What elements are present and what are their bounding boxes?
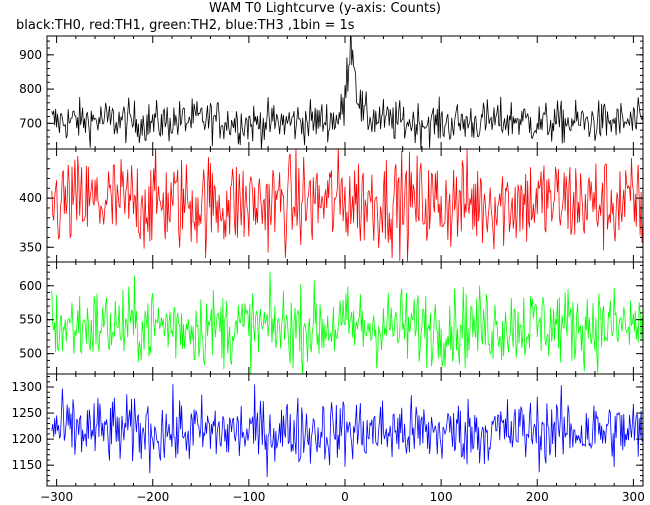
y-tick-label: 1150 bbox=[11, 458, 42, 472]
x-tick-label: −100 bbox=[232, 490, 265, 504]
series-th1-line bbox=[51, 149, 643, 262]
x-tick-label: 0 bbox=[341, 490, 349, 504]
x-tick-label: −300 bbox=[40, 490, 73, 504]
x-tick-label: 300 bbox=[622, 490, 645, 504]
x-tick-label: 200 bbox=[526, 490, 549, 504]
y-tick-label: 500 bbox=[19, 347, 42, 361]
series-th2-line bbox=[51, 271, 643, 374]
x-tick-label: 100 bbox=[430, 490, 453, 504]
y-tick-label: 1300 bbox=[11, 380, 42, 394]
x-tick-label: −200 bbox=[136, 490, 169, 504]
y-tick-label: 350 bbox=[19, 240, 42, 254]
y-tick-label: 700 bbox=[19, 116, 42, 130]
chart-subtitle: black:TH0, red:TH1, green:TH2, blue:TH3 … bbox=[16, 18, 355, 33]
y-tick-label: 400 bbox=[19, 191, 42, 205]
y-tick-label: 550 bbox=[19, 313, 42, 327]
y-tick-label: 900 bbox=[19, 48, 42, 62]
series-th0-line bbox=[51, 36, 643, 149]
y-tick-label: 800 bbox=[19, 82, 42, 96]
y-tick-label: 600 bbox=[19, 279, 42, 293]
y-tick-label: 1200 bbox=[11, 432, 42, 446]
chart-title: WAM T0 Lightcurve (y-axis: Counts) bbox=[209, 1, 441, 16]
y-tick-label: 1250 bbox=[11, 406, 42, 420]
series-th3-line bbox=[51, 384, 643, 477]
